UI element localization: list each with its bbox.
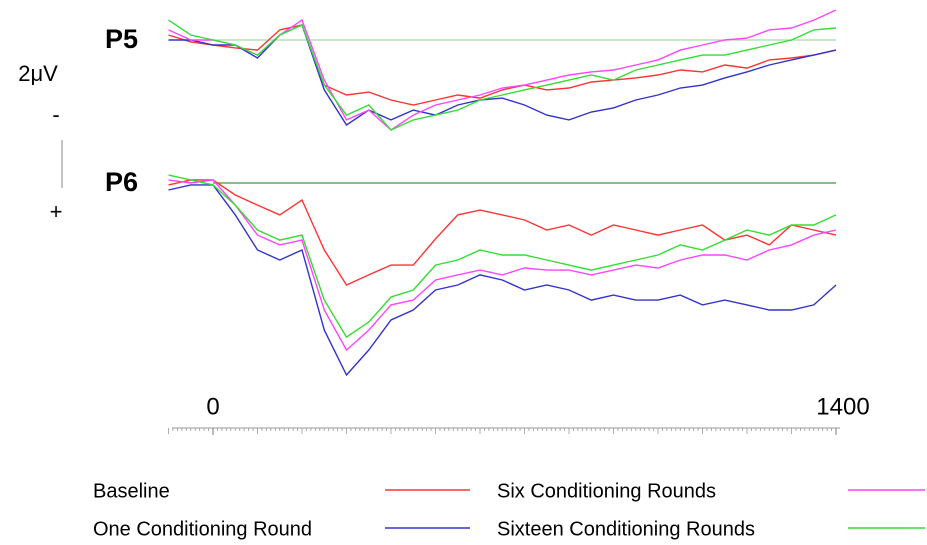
panel-title: P6 [105, 167, 138, 197]
scale-label: 2μV [18, 61, 58, 86]
legend-label: One Conditioning Round [93, 518, 312, 540]
erp-line [168, 19, 837, 131]
erp-line [168, 24, 837, 106]
scale-bottom: + [50, 199, 63, 224]
erp-line [168, 9, 837, 131]
legend-label: Sixteen Conditioning Rounds [497, 518, 755, 540]
panel-title: P5 [105, 24, 138, 54]
erp-line [168, 174, 837, 339]
legend-label: Six Conditioning Rounds [497, 480, 716, 502]
erp-line [168, 179, 837, 352]
legend-label: Baseline [93, 480, 170, 502]
scale-top: - [52, 102, 59, 127]
x-tick-label: 1400 [816, 393, 869, 420]
erp-line [168, 179, 837, 286]
erp-line [168, 184, 837, 377]
x-tick-label: 0 [206, 393, 219, 420]
